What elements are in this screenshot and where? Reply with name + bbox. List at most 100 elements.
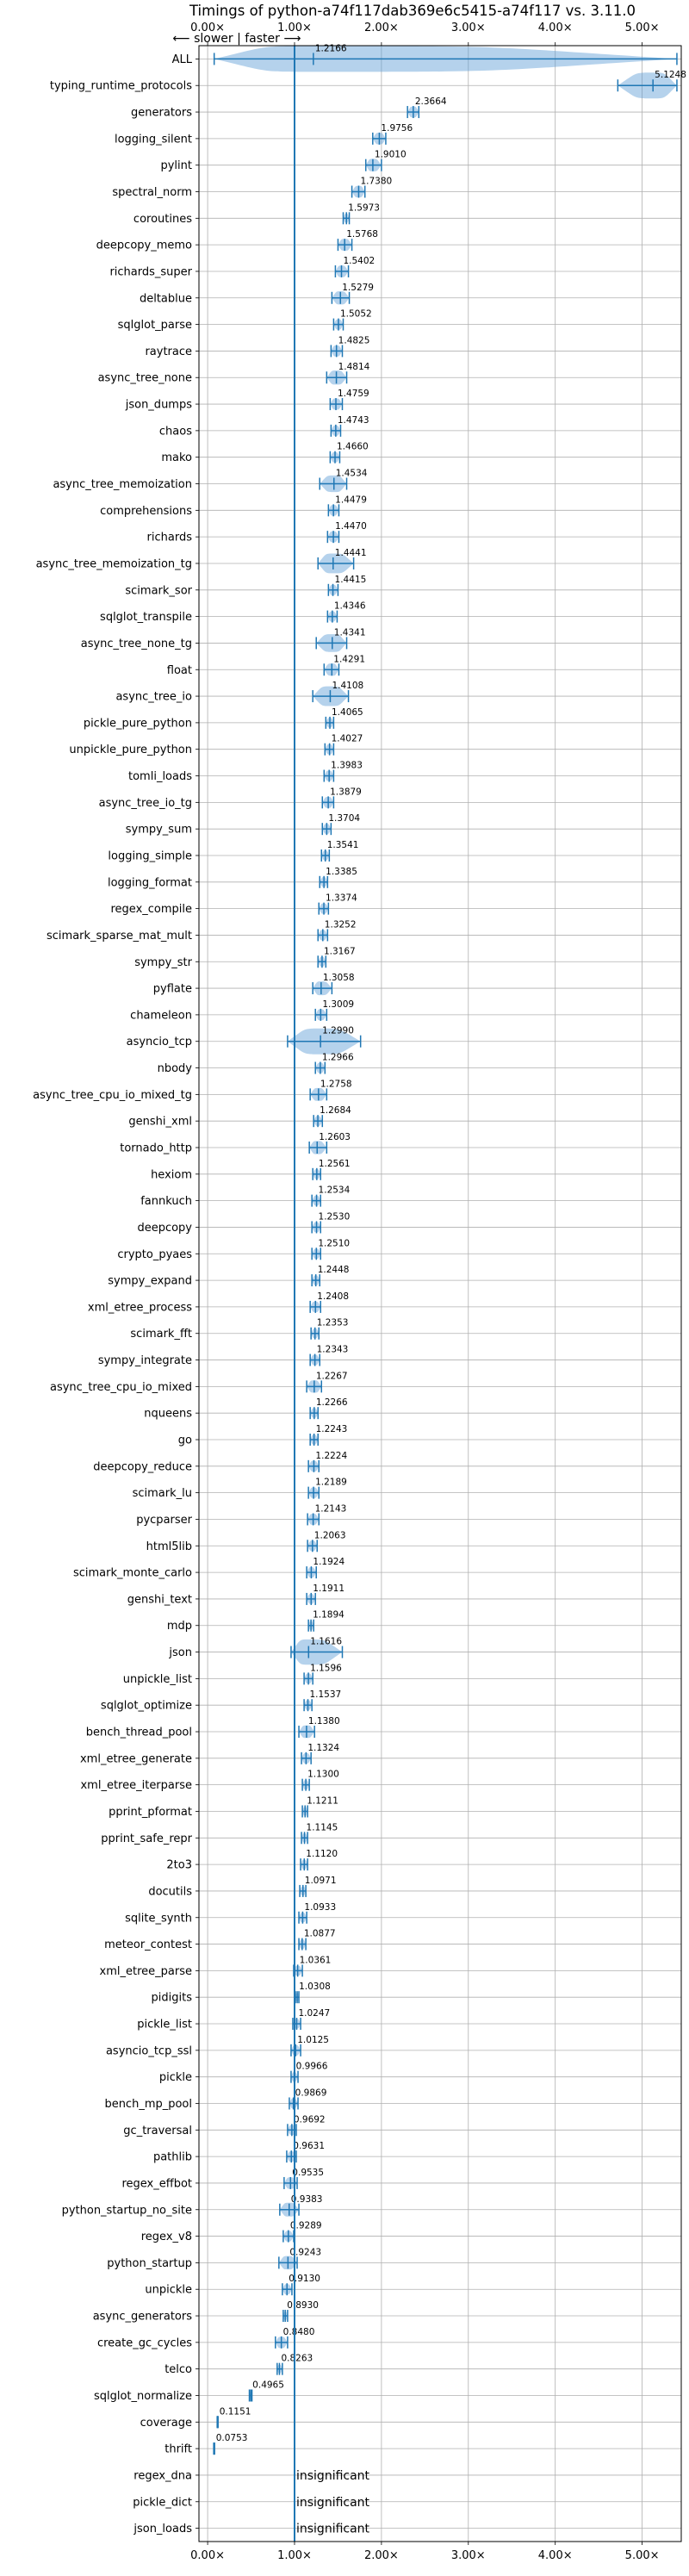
value-label: 1.2510 (318, 1238, 350, 1248)
value-label: 1.5279 (342, 283, 374, 293)
benchmark-name-label: async_tree_cpu_io_mixed_tg (33, 1089, 192, 1102)
benchmark-name-label: scimark_monte_carlo (73, 1567, 192, 1580)
value-label: 1.2343 (317, 1345, 349, 1355)
value-label: 1.4825 (338, 335, 370, 345)
value-label: 1.2603 (319, 1132, 351, 1142)
value-label: 0.1151 (220, 2406, 251, 2417)
value-label: 1.2143 (315, 1503, 347, 1514)
benchmark-name-label: xml_etree_iterparse (80, 1779, 192, 1792)
benchmark-name-label: nbody (158, 1062, 193, 1075)
value-label: 0.9289 (290, 2221, 322, 2231)
value-label: 1.1894 (313, 1610, 344, 1621)
value-label: 1.2063 (314, 1530, 346, 1540)
benchmark-name-label: async_tree_none (98, 372, 192, 385)
x-tick-label-top: 0.00× (190, 22, 225, 34)
value-label: 1.1596 (310, 1663, 342, 1673)
benchmark-name-label: genshi_text (127, 1593, 192, 1606)
x-tick-label-bottom: 5.00× (625, 2549, 660, 2562)
value-label: 1.0247 (298, 2008, 330, 2019)
value-label: 1.1120 (306, 1849, 338, 1859)
value-label: 1.2408 (317, 1291, 349, 1302)
benchmark-name-label: regex_v8 (141, 2231, 192, 2243)
value-label: 1.4441 (335, 548, 367, 558)
value-label: 1.2243 (316, 1424, 348, 1434)
x-tick-label-top: 1.00× (277, 22, 312, 34)
benchmark-name-label: scimark_sor (125, 584, 192, 597)
x-tick-label-top: 3.00× (451, 22, 486, 34)
benchmark-name-label: xml_etree_parse (100, 1965, 192, 1978)
value-label: 0.9966 (296, 2062, 328, 2072)
benchmark-name-label: tornado_http (120, 1142, 192, 1154)
value-label: 1.4346 (334, 601, 366, 612)
benchmark-name-label: pickle (159, 2071, 192, 2084)
benchmark-name-label: pickle_pure_python (84, 717, 192, 730)
value-label: 0.8930 (287, 2300, 319, 2311)
value-label: 1.4743 (338, 415, 369, 426)
value-label: 1.3879 (330, 787, 362, 797)
value-label: 0.8263 (281, 2354, 313, 2364)
benchmark-name-label: asyncio_tcp (127, 1036, 192, 1048)
chart-title: Timings of python-a74f117dab369e6c5415-a… (189, 3, 636, 19)
value-label: 2.3664 (415, 96, 447, 107)
benchmark-name-label: async_tree_none_tg (81, 638, 192, 650)
benchmark-name-label: 2to3 (166, 1859, 192, 1872)
benchmark-name-label: pidigits (152, 1992, 193, 2005)
insignificant-label: insignificant (296, 2469, 370, 2483)
value-label: 1.3385 (326, 867, 357, 877)
chart-direction-subtitle: ⟵ slower | faster ⟶ (173, 32, 301, 46)
benchmark-name-label: unpickle_list (123, 1673, 192, 1686)
value-label: 1.0933 (304, 1902, 336, 1913)
value-label: 1.2448 (318, 1265, 350, 1275)
value-label: 1.1924 (313, 1557, 344, 1567)
benchmark-name-label: scimark_fft (130, 1328, 192, 1341)
value-label: 0.9535 (292, 2168, 324, 2178)
value-label: 1.1616 (310, 1637, 342, 1647)
value-label: 1.4065 (332, 707, 363, 718)
benchmark-name-label: sqlglot_transpile (100, 611, 192, 624)
benchmark-name-label: spectral_norm (112, 186, 192, 199)
value-label: 0.9692 (294, 2114, 326, 2125)
x-tick-label-bottom: 0.00× (190, 2549, 225, 2562)
value-label: 0.4965 (252, 2380, 284, 2390)
benchmark-name-label: json_dumps (125, 399, 192, 412)
benchmark-name-label: sqlglot_optimize (101, 1700, 192, 1713)
benchmark-name-label: sympy_integrate (98, 1354, 192, 1367)
plot-frame (198, 45, 682, 2542)
value-label: 1.1211 (307, 1795, 338, 1806)
value-label: 1.7380 (360, 177, 392, 187)
value-label: 1.3167 (324, 946, 356, 956)
value-label: 1.1145 (307, 1822, 338, 1832)
x-tick-label-top: 4.00× (538, 22, 573, 34)
benchmark-name-label: python_startup_no_site (62, 2204, 192, 2217)
value-label: 1.2266 (316, 1397, 348, 1408)
value-label: 1.4027 (332, 734, 363, 744)
value-label: 1.5052 (340, 309, 372, 320)
benchmark-name-label: pickle_list (137, 2019, 192, 2032)
benchmark-name-label: async_tree_io_tg (99, 797, 192, 810)
value-label: 1.3704 (328, 813, 360, 824)
value-label: 1.4291 (333, 654, 365, 664)
benchmark-name-label: sympy_str (134, 956, 192, 969)
benchmark-name-label: logging_format (108, 876, 192, 889)
benchmark-name-label: thrift (164, 2443, 192, 2456)
benchmark-name-label: async_tree_io (115, 691, 192, 704)
value-label: 1.0308 (299, 1982, 331, 1992)
benchmark-name-label: richards (147, 532, 193, 544)
benchmark-name-label: sqlglot_normalize (94, 2390, 192, 2403)
benchmark-name-label: logging_silent (115, 133, 192, 146)
value-label: 1.0877 (304, 1929, 336, 1939)
value-label: 0.9869 (295, 2088, 327, 2098)
value-label: 0.9383 (291, 2194, 323, 2205)
value-label: 0.8480 (283, 2327, 315, 2337)
value-label: 0.9631 (293, 2141, 325, 2151)
benchmark-name-label: regex_dna (133, 2469, 192, 2482)
benchmark-name-label: meteor_contest (104, 1938, 192, 1951)
benchmark-name-label: generators (131, 107, 192, 120)
value-label: 1.3252 (325, 919, 357, 930)
value-label: 1.3058 (323, 973, 355, 983)
benchmark-name-label: float (167, 664, 192, 677)
value-label: 1.3983 (331, 761, 363, 771)
benchmark-name-label: pylint (160, 159, 192, 172)
benchmark-name-label: hexiom (151, 1168, 192, 1181)
